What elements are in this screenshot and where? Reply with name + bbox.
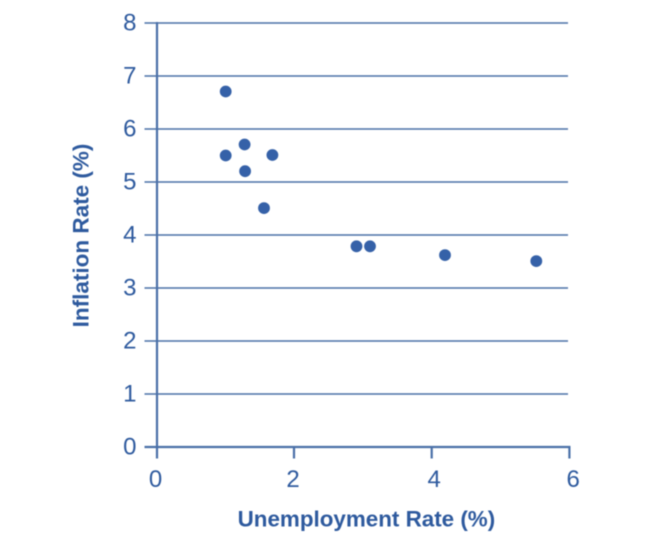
svg-text:6: 6 <box>567 466 580 493</box>
svg-text:0: 0 <box>123 434 136 461</box>
svg-text:8: 8 <box>123 10 136 37</box>
svg-text:6: 6 <box>123 116 136 143</box>
svg-text:7: 7 <box>123 63 136 90</box>
svg-text:2: 2 <box>286 466 299 493</box>
svg-text:4: 4 <box>123 222 136 249</box>
svg-text:5: 5 <box>123 169 136 196</box>
svg-text:4: 4 <box>428 466 441 493</box>
svg-text:1: 1 <box>123 381 136 408</box>
svg-text:Inflation Rate (%): Inflation Rate (%) <box>69 144 94 328</box>
svg-text:3: 3 <box>123 275 136 302</box>
svg-text:Unemployment Rate (%): Unemployment Rate (%) <box>238 507 496 532</box>
svg-text:0: 0 <box>149 466 162 493</box>
svg-text:2: 2 <box>123 328 136 355</box>
